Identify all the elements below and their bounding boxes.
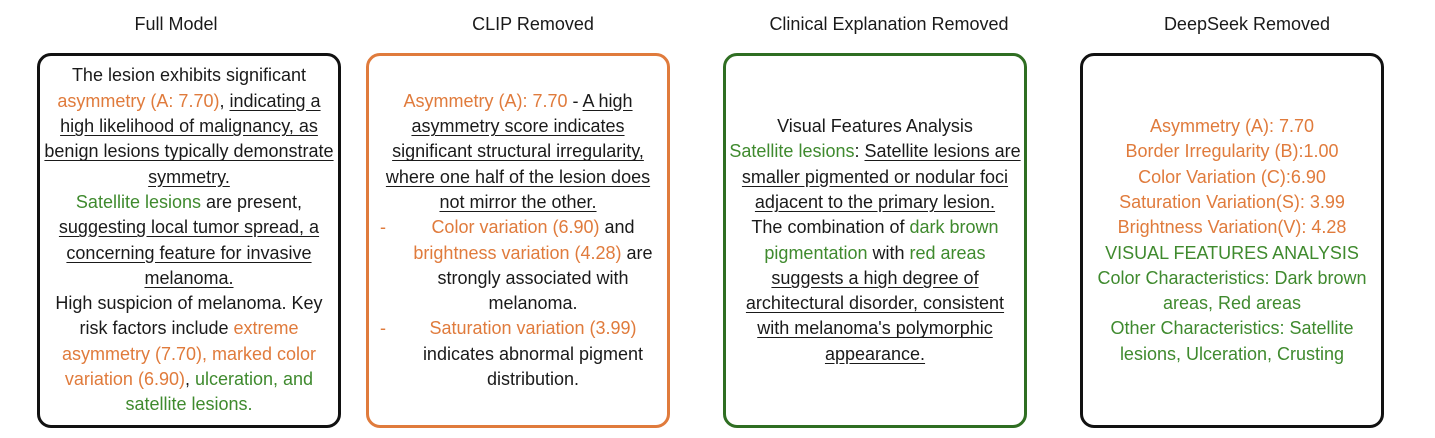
text: : (854, 141, 865, 162)
highlight-orange: Color variation (6.90) (431, 217, 600, 238)
highlight-green: Satellite lesions (729, 141, 855, 162)
panel-full-model: The lesion exhibits significant asymmetr… (37, 53, 341, 428)
highlight-green: red areas (909, 242, 986, 263)
dash-bullet: - (380, 217, 386, 238)
text: The combination of (751, 217, 910, 238)
column-title-clip-removed: CLIP Removed (472, 14, 594, 34)
metric-line: Asymmetry (A): 7.70 (1149, 116, 1315, 137)
text: The lesion exhibits significant (71, 65, 307, 86)
text: are strongly associated with melanoma. (437, 242, 653, 314)
section-heading: VISUAL FEATURES ANALYSIS (1105, 242, 1359, 263)
text: indicates abnormal pigment distribution. (422, 343, 644, 389)
highlight-green: Satellite lesions (75, 191, 201, 212)
text: are present, (201, 191, 303, 212)
column-title-clinical-removed: Clinical Explanation Removed (769, 14, 1009, 34)
text: , (219, 90, 230, 111)
dash-bullet: - (380, 318, 386, 339)
metric-line: Color Variation (C):6.90 (1138, 166, 1326, 187)
highlight-orange: brightness variation (4.28) (413, 242, 622, 263)
panel-deepseek-removed: Asymmetry (A): 7.70 Border Irregularity … (1080, 53, 1384, 428)
text: Visual Features Analysis (777, 116, 973, 137)
panel-clinical-removed: Visual Features Analysis Satellite lesio… (723, 53, 1027, 428)
underlined-text: A high asymmetry score indicates signifi… (385, 90, 651, 212)
highlight-green: dark brown pigmentation (764, 217, 999, 263)
metric-line: Saturation Variation(S): 3.99 (1119, 191, 1345, 212)
panel-clip-removed: Asymmetry (A): 7.70 - A high asymmetry s… (366, 53, 670, 428)
feature-line: Other Characteristics: Satellite lesions… (1110, 318, 1354, 364)
underlined-text: Satellite lesions are smaller pigmented … (741, 141, 1021, 212)
column-title-full-model: Full Model (134, 14, 218, 34)
underlined-text: suggesting local tumor spread, a concern… (58, 217, 320, 288)
underlined-text: suggests a high degree of architectural … (745, 267, 1005, 364)
column-title-deepseek-removed: DeepSeek Removed (1163, 14, 1331, 34)
highlight-orange: extreme asymmetry (7.70), marked color v… (61, 318, 317, 389)
bullet-item: - Saturation variation (3.99) indicates … (372, 316, 664, 392)
underlined-text: indicating a high likelihood of malignan… (44, 90, 334, 187)
highlight-orange: asymmetry (A: 7.70) (57, 90, 220, 111)
text: and (599, 217, 635, 238)
text: - (567, 90, 583, 111)
text: with (867, 242, 910, 263)
metric-line: Border Irregularity (B):1.00 (1125, 141, 1339, 162)
highlight-green: ulceration, and satellite lesions. (125, 368, 314, 415)
text: High suspicion of melanoma. Key risk fac… (55, 293, 323, 339)
feature-line: Color Characteristics: Dark brown areas,… (1097, 267, 1367, 314)
bullet-item: - Color variation (6.90) and brightness … (372, 215, 664, 316)
text: , (184, 368, 195, 389)
highlight-orange: Asymmetry (A): 7.70 (403, 90, 568, 111)
highlight-orange: Saturation variation (3.99) (429, 318, 637, 339)
metric-line: Brightness Variation(V): 4.28 (1117, 217, 1347, 238)
